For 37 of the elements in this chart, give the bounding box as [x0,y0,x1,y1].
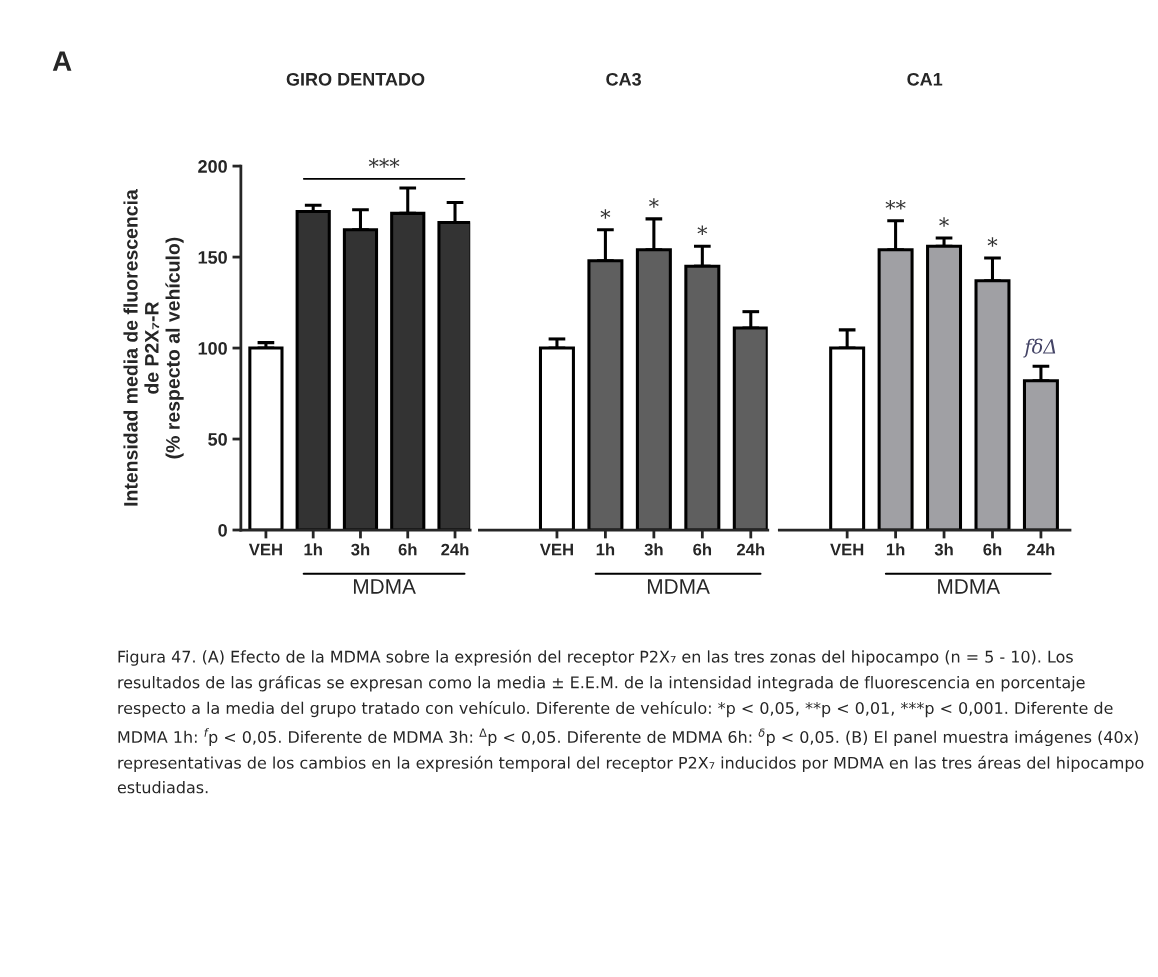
x-tick-label: VEH [830,543,864,556]
x-tick-label: VEH [248,543,282,556]
chart-title: CA3 [606,72,641,86]
y-tick-label: 200 [198,160,227,173]
x-tick-label: 24h [1027,543,1055,556]
x-tick-label: 3h [644,543,663,556]
annotation: ** [885,200,906,210]
y-tick-label: 100 [198,341,227,355]
text: Figura 47. (A) Efecto de la MDMA sobre la expresión del receptor P2X₇ en las tres zonas del hipocampo (n = 5 - 10). Los resultados de las gráficas se expresan como la media ± E.E.M. de la intensidad integrada de fluorescencia en porcentaje respecto a la media del grupo tratado con vehículo. Diferente de vehículo: *p < 0,05, **p < 0,01, ***p < 0,001. Diferente de MDMA 1h: $^{f}$p < 0,05. Diferente de MDMA 3h: $^{Δ}$p < 0,05. Diferente de MDMA 6h: $^{δ}$p < 0,05. (B) El panel muestra imágenes (40x) representativas de los cambios en la expresión temporal del receptor P2X₇ inducidos por MDMA en las tres áreas del hipocampo estudiadas. [117,649,1144,794]
x-tick-label: 1h [596,543,615,556]
y-tick-label: 0 [218,523,227,537]
y-tick-label: 50 [208,432,227,446]
text: MDMA [353,579,416,594]
x-tick-label: 3h [934,543,953,556]
annotation: * [697,225,708,235]
y-axis-title: Intensidad media de fluorescencia de P2X₇-R (% respecto al vehículo) [123,189,184,506]
x-tick-label: 3h [351,543,370,556]
text: MDMA [647,579,710,594]
chart-title: GIRO DENTADO [286,72,425,86]
x-tick-label: 1h [886,543,905,556]
x-tick-label: VEH [539,543,573,556]
text: MDMA [938,579,1001,594]
x-tick-label: 6h [398,543,417,556]
annotation: * [987,237,998,247]
text: A [52,51,72,71]
x-tick-label: 6h [983,543,1002,556]
x-tick-label: 24h [441,543,469,556]
annotation: * [649,198,659,208]
x-tick-label: 24h [737,543,765,556]
chart-title: CA1 [907,72,943,86]
annotation: * [600,209,611,219]
y-tick-label: 150 [198,251,227,264]
annotation: fδΔ [1023,338,1056,358]
annotation: *** [368,158,400,168]
x-tick-label: 1h [304,543,322,556]
annotation: * [939,217,949,227]
x-tick-label: 6h [693,543,712,556]
